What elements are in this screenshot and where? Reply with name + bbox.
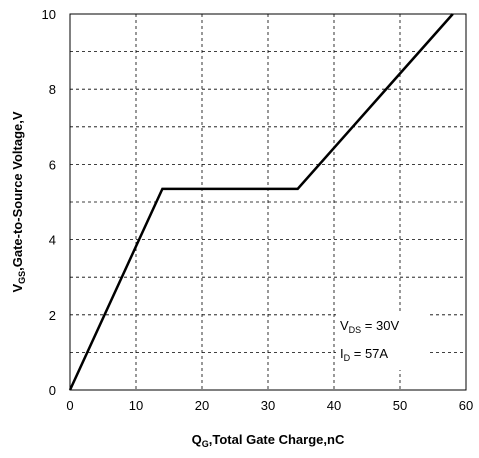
y-tick-label: 8 bbox=[49, 82, 56, 97]
annotation-box: VDS = 30V ID = 57A bbox=[336, 312, 428, 370]
y-axis-title: VGS,Gate-to-Source Voltage,V bbox=[10, 111, 27, 292]
x-tick-label: 50 bbox=[393, 398, 407, 413]
x-tick-label: 40 bbox=[327, 398, 341, 413]
x-tick-label: 30 bbox=[261, 398, 275, 413]
tick-labels: 0 10 20 30 40 50 60 0 2 4 6 8 10 bbox=[42, 7, 474, 413]
annotation-vds: VDS = 30V bbox=[340, 318, 399, 335]
x-tick-label: 0 bbox=[66, 398, 73, 413]
x-tick-label: 20 bbox=[195, 398, 209, 413]
y-tick-label: 10 bbox=[42, 7, 56, 22]
annotation-background bbox=[336, 312, 428, 370]
x-tick-label: 10 bbox=[129, 398, 143, 413]
y-tick-label: 2 bbox=[49, 308, 56, 323]
y-tick-label: 4 bbox=[49, 233, 56, 248]
series-line bbox=[68, 13, 454, 391]
y-tick-label: 0 bbox=[49, 383, 56, 398]
x-axis-title: QG,Total Gate Charge,nC bbox=[192, 432, 345, 449]
x-tick-label: 60 bbox=[459, 398, 473, 413]
annotation-id: ID = 57A bbox=[340, 346, 388, 363]
plot-area-frame bbox=[69, 13, 467, 391]
y-tick-label: 6 bbox=[49, 157, 56, 172]
grid bbox=[70, 14, 466, 390]
